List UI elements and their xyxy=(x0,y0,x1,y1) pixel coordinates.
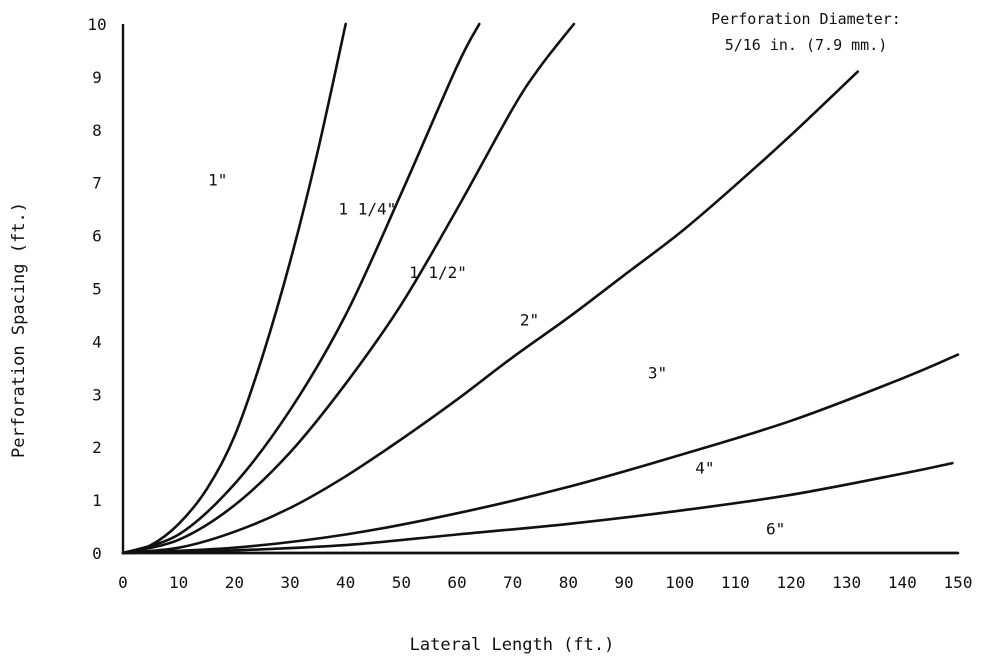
y-axis-title: Perforation Spacing (ft.) xyxy=(9,202,29,458)
x-tick-label: 50 xyxy=(392,573,411,592)
series-label: 1 1/2" xyxy=(409,263,467,282)
y-tick-labels: 0 1 2 3 4 5 6 7 8 9 10 xyxy=(87,15,106,563)
series-line xyxy=(121,22,347,555)
x-tick-label: 10 xyxy=(169,573,188,592)
x-tick-label: 100 xyxy=(665,573,694,592)
series-label: 6" xyxy=(766,519,785,538)
y-tick-label: 5 xyxy=(92,280,102,299)
x-tick-label: 30 xyxy=(280,573,299,592)
series-label: 2" xyxy=(520,311,539,330)
series-label: 1" xyxy=(208,170,227,189)
x-tick-label: 120 xyxy=(777,573,806,592)
y-tick-label: 6 xyxy=(92,227,102,246)
y-tick-label: 4 xyxy=(92,332,102,351)
x-tick-label: 140 xyxy=(888,573,917,592)
series-label: 4" xyxy=(695,459,714,478)
y-tick-label: 10 xyxy=(87,15,106,34)
x-tick-label: 130 xyxy=(832,573,861,592)
series-label: 1 1/4" xyxy=(338,199,396,218)
x-axis-title: Lateral Length (ft.) xyxy=(410,635,615,655)
series-line xyxy=(121,353,960,555)
series-line xyxy=(121,70,860,555)
x-tick-labels: 0 10 20 30 40 50 60 70 80 90 100 110 120 130 140 150 xyxy=(118,573,972,592)
y-tick-label: 7 xyxy=(92,174,102,193)
x-tick-label: 70 xyxy=(503,573,522,592)
x-tick-label: 0 xyxy=(118,573,128,592)
series-label: 3" xyxy=(648,363,667,382)
series-curves xyxy=(121,22,960,555)
annotation-line-1: Perforation Diameter: xyxy=(711,10,901,28)
x-tick-label: 110 xyxy=(721,573,750,592)
y-tick-label: 3 xyxy=(92,385,102,404)
annotation-line-2: 5/16 in. (7.9 mm.) xyxy=(725,36,888,54)
y-tick-label: 2 xyxy=(92,438,102,457)
x-tick-label: 150 xyxy=(944,573,973,592)
y-tick-label: 9 xyxy=(92,68,102,87)
y-tick-label: 8 xyxy=(92,121,102,140)
series-line xyxy=(121,22,481,555)
x-tick-label: 60 xyxy=(447,573,466,592)
series-labels: 1" 1 1/4" 1 1/2" 2" 3" 4" 6" xyxy=(208,170,785,538)
x-tick-label: 20 xyxy=(225,573,244,592)
y-tick-label: 0 xyxy=(92,544,102,563)
x-tick-label: 80 xyxy=(559,573,578,592)
y-tick-label: 1 xyxy=(92,491,102,510)
axes xyxy=(121,24,958,555)
x-tick-label: 90 xyxy=(614,573,633,592)
series-line xyxy=(121,22,576,555)
series-line xyxy=(121,461,954,555)
x-tick-label: 40 xyxy=(336,573,355,592)
